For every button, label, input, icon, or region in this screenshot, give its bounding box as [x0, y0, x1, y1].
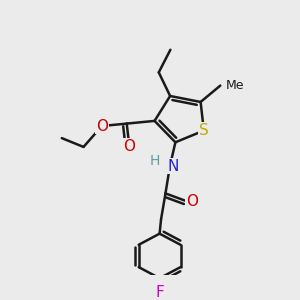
Text: O: O — [123, 139, 135, 154]
Text: N: N — [167, 159, 178, 174]
Text: S: S — [199, 123, 209, 138]
Text: O: O — [186, 194, 198, 209]
Text: H: H — [150, 154, 160, 168]
Text: F: F — [155, 285, 164, 300]
Text: Me: Me — [226, 79, 244, 92]
Text: O: O — [96, 118, 108, 134]
